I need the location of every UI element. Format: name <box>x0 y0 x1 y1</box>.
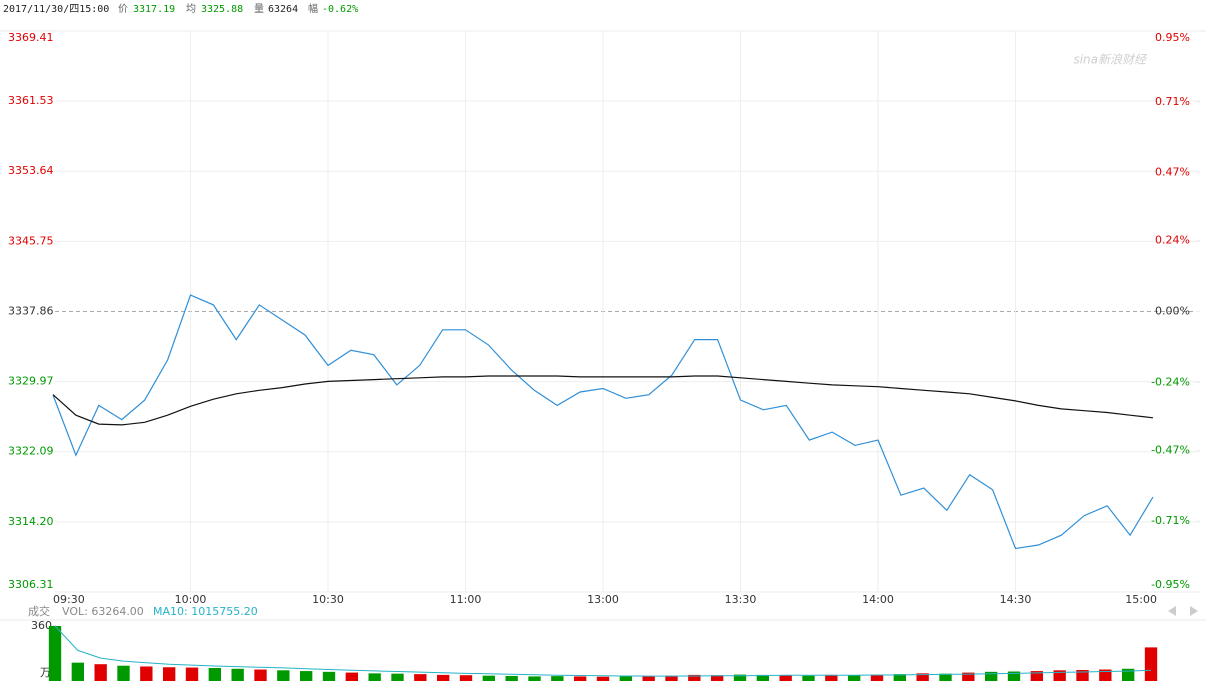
vol-tick-label: 360 <box>31 619 52 632</box>
vol-label: 量 <box>254 3 264 15</box>
volume-bar <box>596 676 610 681</box>
y2-tick-label: -0.47% <box>1151 443 1190 456</box>
y-tick-label: 3322.09 <box>8 445 54 458</box>
scroll-left[interactable] <box>1168 606 1176 616</box>
x-tick-label: 14:00 <box>862 593 894 606</box>
volume-bar <box>459 675 473 681</box>
volume-bar <box>916 673 929 681</box>
change-label: 幅 <box>308 2 318 15</box>
volume-bar <box>368 673 381 681</box>
y2-tick-label: 0.95% <box>1155 31 1190 44</box>
volume-bar <box>825 674 838 681</box>
price: 3317.19 <box>133 4 175 15</box>
x-tick-label: 15:00 <box>1125 593 1157 606</box>
x-tick-label: 13:00 <box>587 593 619 606</box>
volume-bar <box>688 674 701 681</box>
x-tick-label: 10:30 <box>312 593 344 606</box>
volume-bar <box>162 667 176 681</box>
avg: 3325.88 <box>201 4 243 15</box>
volume-bar <box>299 671 313 681</box>
x-tick-label: 09:30 <box>53 593 85 606</box>
volume-bar <box>1053 670 1066 681</box>
y2-tick-label: 0.71% <box>1155 95 1190 108</box>
volume-bar <box>733 674 747 681</box>
avg-label: 均 <box>186 3 196 15</box>
volume-bar <box>1099 669 1112 681</box>
volume-bar <box>117 665 130 681</box>
y-tick-label: 3306.31 <box>8 578 54 591</box>
volume-bar <box>94 664 107 681</box>
y-tick-label: 3314.20 <box>8 515 54 528</box>
volume-bar <box>322 671 336 681</box>
x-tick-label: 13:30 <box>725 593 757 606</box>
volume-bar <box>1007 671 1021 681</box>
volume-bar <box>231 668 244 681</box>
volume-bar <box>962 672 975 681</box>
volume-bar <box>505 675 518 681</box>
y-tick-label: 3329.97 <box>8 375 54 388</box>
volume-bar <box>391 673 404 681</box>
volume-bar <box>482 675 496 681</box>
volume-bar <box>779 675 792 681</box>
volume-bar <box>436 674 450 681</box>
volume-bar <box>619 676 633 681</box>
y2-tick-label: 0.47% <box>1155 166 1190 179</box>
volume-bar <box>1076 670 1089 681</box>
volume-bar <box>208 668 222 681</box>
volume-bar <box>185 667 199 681</box>
volume-bar <box>665 675 678 681</box>
volume-bar <box>710 675 724 681</box>
volume-bar <box>756 674 770 681</box>
header: 2017/11/30/四15:00 价 3317.19 均 3325.88 量 … <box>3 2 358 15</box>
y2-tick-label: -0.24% <box>1151 375 1190 388</box>
volume-bar <box>551 676 564 681</box>
volume-bar <box>140 666 153 681</box>
y-tick-label: 3345.75 <box>8 234 54 247</box>
volume-bar <box>1121 668 1135 681</box>
avg-line <box>52 375 1154 426</box>
watermark: sina新浪财经 <box>1073 53 1148 67</box>
volume-bar <box>414 674 427 681</box>
price-label: 价 <box>118 3 128 15</box>
y2-tick-label: -0.71% <box>1151 514 1190 527</box>
volume-bar <box>528 676 541 681</box>
volume-title: 成交 <box>28 604 50 618</box>
vol: 63264 <box>268 4 298 15</box>
volume-bar <box>939 673 952 681</box>
ma-text: MA10: 1015755.20 <box>153 605 258 618</box>
volume-bar <box>893 674 907 681</box>
volume-bar <box>277 670 290 681</box>
volume-bar <box>802 675 815 681</box>
y-tick-label: 3369.41 <box>8 31 54 44</box>
volume-bar <box>847 675 861 681</box>
volume-bar <box>48 626 62 681</box>
change: -0.62% <box>322 4 358 15</box>
y-tick-label: 3337.86 <box>8 305 54 318</box>
y2-tick-label: 0.24% <box>1155 234 1190 247</box>
x-tick-label: 11:00 <box>450 593 482 606</box>
volume-bar <box>345 672 359 681</box>
volume-unit: 万 <box>40 666 51 679</box>
volume-text: VOL: 63264.00 <box>62 605 144 618</box>
volume-bar <box>1030 671 1044 681</box>
datetime: 2017/11/30/四15:00 <box>3 4 109 15</box>
volume-bar <box>870 674 884 681</box>
volume-bar <box>1144 647 1158 681</box>
price-line <box>52 294 1154 550</box>
volume-bar <box>573 676 587 681</box>
x-tick-label: 10:00 <box>175 593 207 606</box>
y2-tick-label: -0.95% <box>1151 578 1190 591</box>
volume-bar <box>71 662 85 681</box>
y-tick-label: 3361.53 <box>8 94 54 107</box>
ma-line <box>54 625 1152 677</box>
y-tick-label: 3353.64 <box>8 164 54 177</box>
x-tick-label: 14:30 <box>1000 593 1032 606</box>
volume-bar <box>254 669 267 681</box>
volume-bar <box>984 671 998 681</box>
y2-tick-label: 0.00% <box>1155 305 1190 318</box>
volume-bar <box>642 675 655 681</box>
scroll-right[interactable] <box>1190 606 1198 616</box>
